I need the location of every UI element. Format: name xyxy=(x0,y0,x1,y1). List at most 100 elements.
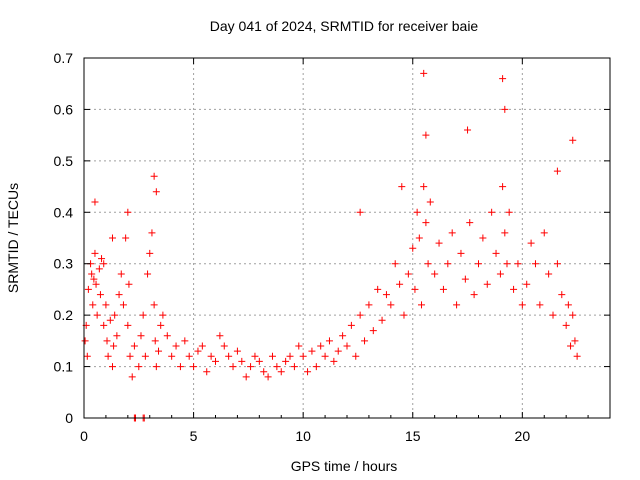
data-point xyxy=(356,208,364,216)
x-axis-label: GPS time / hours xyxy=(291,458,398,474)
data-point xyxy=(144,270,152,278)
data-point xyxy=(549,311,557,319)
data-point xyxy=(124,208,132,216)
data-point xyxy=(146,249,154,257)
data-point xyxy=(95,265,103,273)
data-point xyxy=(150,172,158,180)
data-point xyxy=(98,255,106,263)
data-point xyxy=(365,301,373,309)
data-point xyxy=(553,167,561,175)
data-point xyxy=(152,188,160,196)
data-point xyxy=(569,311,577,319)
data-point xyxy=(299,352,307,360)
data-point xyxy=(400,311,408,319)
data-point xyxy=(159,311,167,319)
data-point xyxy=(479,234,487,242)
data-point xyxy=(113,332,121,340)
data-point xyxy=(334,347,342,355)
data-point xyxy=(378,316,386,324)
y-tick-label: 0.5 xyxy=(54,153,74,169)
data-point xyxy=(216,332,224,340)
data-point xyxy=(501,105,509,113)
data-point xyxy=(343,342,351,350)
x-tick-label: 5 xyxy=(190,428,198,444)
data-point xyxy=(264,373,272,381)
y-tick-label: 0.3 xyxy=(54,256,74,272)
data-point xyxy=(420,183,428,191)
data-point xyxy=(391,260,399,268)
data-point xyxy=(475,260,482,268)
data-point xyxy=(564,301,572,309)
data-point xyxy=(93,311,101,319)
data-point xyxy=(304,368,312,376)
data-point xyxy=(92,280,100,288)
data-point xyxy=(229,363,237,371)
y-tick-label: 0.1 xyxy=(54,359,74,375)
data-point xyxy=(453,301,461,309)
data-point xyxy=(339,332,347,340)
data-point xyxy=(290,363,298,371)
data-point xyxy=(104,352,112,360)
data-point xyxy=(111,311,119,319)
data-point xyxy=(330,357,338,365)
x-tick-label: 20 xyxy=(515,428,531,444)
y-tick-label: 0.7 xyxy=(54,50,74,66)
data-point xyxy=(531,260,539,268)
data-point xyxy=(418,301,426,309)
x-tick-label: 15 xyxy=(405,428,421,444)
data-point xyxy=(295,342,303,350)
data-point xyxy=(499,75,507,83)
data-point xyxy=(139,311,147,319)
data-point xyxy=(483,280,491,288)
data-point xyxy=(347,321,355,329)
data-point xyxy=(527,239,535,247)
data-point xyxy=(122,234,130,242)
data-point xyxy=(424,260,432,268)
data-point xyxy=(81,337,89,345)
data-point xyxy=(124,321,132,329)
data-point xyxy=(558,291,566,299)
y-axis-label: SRMTID / TECUs xyxy=(5,183,21,293)
data-point xyxy=(448,229,456,237)
data-point xyxy=(126,352,134,360)
data-point xyxy=(505,208,513,216)
data-point xyxy=(567,342,575,350)
data-point xyxy=(562,321,570,329)
data-point xyxy=(492,249,500,257)
data-point xyxy=(83,352,91,360)
data-point xyxy=(398,183,406,191)
data-point xyxy=(91,249,99,257)
x-tick-label: 0 xyxy=(80,428,88,444)
data-point xyxy=(553,260,561,268)
data-point xyxy=(422,219,430,227)
data-point xyxy=(356,311,364,319)
data-point xyxy=(96,291,104,299)
data-point xyxy=(225,352,233,360)
data-point xyxy=(84,285,92,293)
data-point xyxy=(251,352,259,360)
chart-title: Day 041 of 2024, SRMTID for receiver bai… xyxy=(210,18,479,34)
data-point xyxy=(130,342,138,350)
data-point xyxy=(198,342,206,350)
data-point xyxy=(488,208,496,216)
data-point xyxy=(435,239,443,247)
data-point xyxy=(273,363,281,371)
data-point xyxy=(108,363,116,371)
data-point xyxy=(207,352,215,360)
data-point xyxy=(277,368,285,376)
data-point xyxy=(100,260,108,268)
data-point xyxy=(496,270,504,278)
data-point xyxy=(203,368,211,376)
data-point xyxy=(212,357,219,365)
data-point xyxy=(88,270,96,278)
data-point xyxy=(137,332,145,340)
data-point xyxy=(100,321,108,329)
data-point xyxy=(155,347,163,355)
data-point xyxy=(523,280,531,288)
data-point xyxy=(464,126,472,134)
data-point xyxy=(242,373,250,381)
data-point xyxy=(387,301,395,309)
data-point xyxy=(157,321,165,329)
data-point xyxy=(89,301,97,309)
